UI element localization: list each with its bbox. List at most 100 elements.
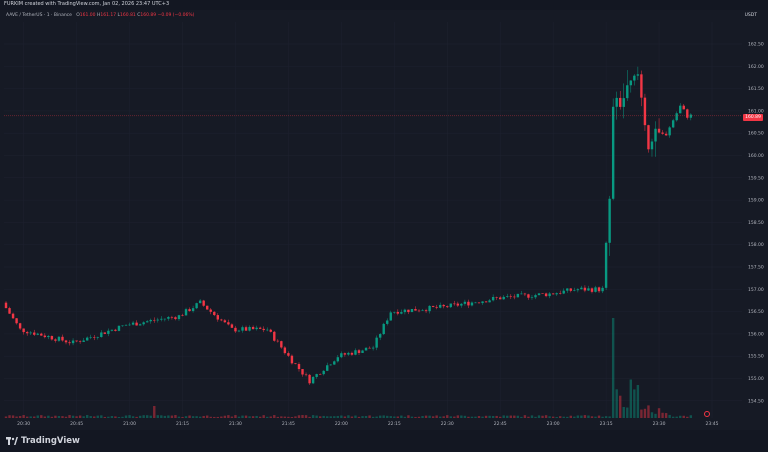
volume-bar bbox=[350, 416, 354, 418]
candle-body bbox=[566, 288, 569, 291]
candle-body bbox=[308, 374, 311, 384]
volume-bar bbox=[382, 415, 385, 418]
candle-body bbox=[269, 329, 272, 332]
volume-bar bbox=[131, 416, 135, 418]
candle-body bbox=[29, 332, 32, 334]
price-tick-label: 156.50 bbox=[748, 309, 764, 315]
candle-body bbox=[255, 327, 258, 330]
candle-body bbox=[142, 322, 145, 325]
volume-bar bbox=[513, 415, 516, 418]
candle-body bbox=[237, 330, 241, 332]
volume-bar bbox=[654, 413, 657, 418]
volume-bar bbox=[220, 416, 223, 418]
candle-body bbox=[124, 325, 128, 326]
volume-bar bbox=[438, 416, 442, 418]
volume-bar bbox=[537, 415, 541, 418]
time-tick-label: 21:00 bbox=[123, 421, 136, 427]
candle-body bbox=[364, 347, 368, 351]
volume-bar bbox=[89, 416, 92, 418]
candle-body bbox=[456, 303, 460, 306]
candle-body bbox=[184, 309, 188, 316]
legend-high-value: 161.17 bbox=[100, 13, 117, 18]
volume-bar bbox=[643, 408, 647, 418]
candle-body bbox=[8, 308, 11, 314]
legend-open-label: O bbox=[76, 13, 80, 18]
candle-body bbox=[11, 313, 15, 319]
legend-open-value: 161.00 bbox=[79, 13, 96, 18]
volume-bar bbox=[601, 416, 604, 418]
volume-bar bbox=[198, 416, 202, 418]
volume-bar bbox=[156, 415, 159, 418]
candle-body bbox=[679, 105, 682, 114]
volume-bar bbox=[191, 416, 195, 418]
volume-bar bbox=[195, 416, 198, 418]
volume-bar bbox=[396, 416, 400, 418]
candle-body bbox=[195, 303, 198, 309]
time-tick-label: 22:45 bbox=[494, 421, 507, 427]
volume-bar bbox=[68, 415, 71, 418]
candle-body bbox=[336, 357, 340, 362]
alert-icon[interactable] bbox=[704, 411, 710, 417]
volume-bar bbox=[580, 415, 583, 418]
volume-bar bbox=[82, 416, 85, 418]
candle-body bbox=[71, 340, 75, 344]
volume-bar bbox=[375, 416, 378, 418]
volume-bar bbox=[103, 416, 107, 418]
volume-bar bbox=[689, 415, 693, 418]
volume-bar bbox=[354, 415, 357, 418]
candle-body bbox=[191, 308, 195, 312]
candle-body bbox=[495, 296, 498, 298]
candle-body bbox=[407, 309, 410, 313]
volume-bar bbox=[619, 395, 622, 418]
volume-bar bbox=[36, 415, 39, 418]
candle-body bbox=[177, 315, 181, 320]
volume-bar bbox=[297, 415, 301, 418]
volume-bar bbox=[237, 416, 241, 418]
volume-bar bbox=[590, 416, 594, 418]
price-tick-label: 159.50 bbox=[748, 175, 764, 181]
volume-bar bbox=[424, 415, 428, 418]
volume-bar bbox=[244, 415, 248, 418]
volume-bar bbox=[361, 416, 364, 418]
candlestick-chart[interactable]: 162.50 162.00 161.50 161.00 160.50 160.00 159.… bbox=[0, 0, 768, 430]
candle-body bbox=[615, 97, 618, 107]
candle-body bbox=[75, 340, 78, 342]
volume-bar bbox=[587, 415, 590, 418]
currency-label[interactable]: USDT bbox=[744, 13, 757, 18]
candle-body bbox=[438, 304, 442, 308]
price-tick-label: 161.50 bbox=[748, 86, 764, 92]
volume-bar bbox=[499, 416, 502, 418]
volume-bar bbox=[18, 416, 22, 418]
chart-area[interactable] bbox=[0, 10, 768, 430]
legend-close-label: C bbox=[137, 13, 141, 18]
candle-body bbox=[153, 319, 156, 321]
candle-body bbox=[78, 341, 82, 342]
candle-body bbox=[551, 293, 555, 295]
volume-bar bbox=[318, 416, 322, 418]
volume-bar bbox=[611, 318, 615, 418]
volume-bar bbox=[506, 415, 509, 418]
candle-body bbox=[442, 304, 445, 307]
candle-body bbox=[619, 97, 622, 107]
candle-body bbox=[206, 305, 209, 310]
volume-bar bbox=[484, 415, 488, 418]
volume-bar bbox=[527, 416, 530, 418]
volume-bar bbox=[446, 415, 449, 418]
volume-bar bbox=[138, 415, 142, 418]
volume-bar bbox=[633, 389, 636, 418]
volume-bar bbox=[682, 415, 685, 418]
volume-bar bbox=[71, 415, 75, 418]
volume-bar bbox=[47, 415, 50, 418]
time-tick-label: 22:00 bbox=[335, 421, 348, 427]
legend-change: −0.09 (−0.06%) bbox=[157, 13, 195, 18]
candle-body bbox=[534, 295, 537, 298]
volume-bar bbox=[336, 415, 340, 418]
volume-bar bbox=[85, 415, 89, 418]
volume-bar bbox=[258, 416, 262, 418]
volume-bar bbox=[241, 415, 244, 418]
volume-bar bbox=[142, 415, 145, 418]
volume-bar bbox=[184, 416, 188, 418]
volume-bar bbox=[431, 416, 435, 418]
candle-body bbox=[311, 376, 315, 384]
candle-body bbox=[340, 353, 343, 358]
